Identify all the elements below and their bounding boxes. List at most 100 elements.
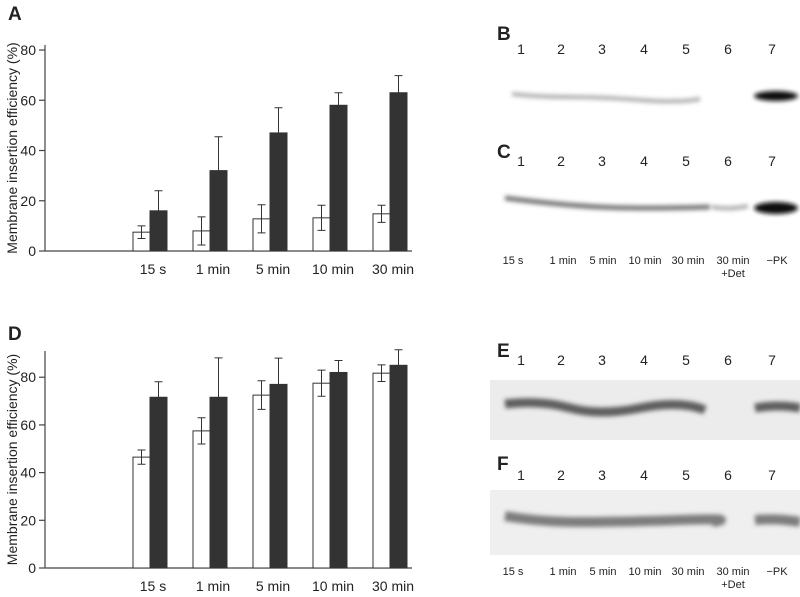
error-bar (137, 449, 146, 465)
lane-caption: 30 min (716, 255, 749, 267)
bar (389, 364, 408, 569)
x-tick-label: 1 min (196, 578, 230, 594)
bar (372, 372, 391, 569)
x-tick-label: 5 min (256, 261, 290, 277)
y-tick-label: 0 (28, 560, 36, 576)
lane-number: 4 (640, 352, 648, 368)
error-bar (197, 417, 206, 445)
lane-caption: −PK (766, 255, 788, 267)
panel-label: A (8, 4, 22, 25)
lane-caption: 15 s (503, 255, 524, 267)
lane-caption: 1 min (550, 255, 577, 267)
panel-label: C (497, 142, 511, 163)
error-bar (274, 357, 283, 411)
bar (269, 383, 288, 569)
lane-number: 5 (682, 352, 690, 368)
x-tick-label: 15 s (140, 261, 166, 277)
y-tick-label: 80 (20, 369, 36, 385)
bar (329, 104, 348, 252)
y-tick-label: 80 (20, 42, 36, 58)
y-tick-label: 20 (20, 512, 36, 528)
panel-label: E (497, 341, 510, 362)
lane-caption: +Det (721, 579, 745, 591)
lane-number: 6 (724, 467, 732, 483)
lane-number: 3 (598, 352, 606, 368)
error-bar (154, 381, 163, 413)
lane-number: 2 (557, 467, 565, 483)
y-tick-label: 60 (20, 417, 36, 433)
lane-number: 2 (557, 352, 565, 368)
error-bar (394, 75, 403, 110)
blot-f-image (490, 490, 800, 555)
panel-label: D (8, 324, 22, 345)
error-bar (197, 216, 206, 246)
panel-label: B (497, 24, 511, 45)
lane-caption: +Det (721, 268, 745, 280)
y-tick-label: 40 (20, 143, 36, 159)
x-tick-label: 30 min (372, 578, 414, 594)
lane-number: 7 (768, 41, 776, 57)
lane-number: 4 (640, 467, 648, 483)
lane-number: 7 (768, 153, 776, 169)
panel-label: F (497, 454, 509, 475)
lane-number: 5 (682, 41, 690, 57)
error-bar (137, 225, 146, 239)
lane-caption: 15 s (503, 566, 524, 578)
lane-number: 1 (517, 467, 525, 483)
x-tick-label: 10 min (312, 261, 354, 277)
lane-number: 6 (724, 41, 732, 57)
error-bar (214, 136, 223, 205)
bar (312, 382, 331, 569)
lane-number: 2 (557, 153, 565, 169)
lane-number: 4 (640, 153, 648, 169)
bar (252, 394, 271, 569)
lane-number: 2 (557, 41, 565, 57)
y-axis-label: Membrane insertion efficiency (%) (4, 42, 20, 253)
blot-c-image (504, 195, 798, 214)
lane-number: 6 (724, 352, 732, 368)
x-tick-label: 30 min (372, 261, 414, 277)
lane-caption: 30 min (671, 566, 704, 578)
x-tick-label: 15 s (140, 578, 166, 594)
bar (149, 396, 168, 569)
y-tick-label: 20 (20, 193, 36, 209)
lane-caption: 30 min (671, 255, 704, 267)
error-bar (334, 360, 343, 385)
error-bar (257, 380, 266, 410)
lane-number: 7 (768, 352, 776, 368)
y-tick-label: 40 (20, 465, 36, 481)
error-bar (154, 190, 163, 231)
lane-number: 1 (517, 41, 525, 57)
lane-caption: 1 min (550, 566, 577, 578)
lane-number: 7 (768, 467, 776, 483)
lane-caption: 10 min (628, 255, 661, 267)
y-tick-label: 0 (28, 243, 36, 259)
lane-caption: 5 min (590, 255, 617, 267)
lane-number: 4 (640, 41, 648, 57)
error-bar (257, 204, 266, 234)
x-tick-label: 1 min (196, 261, 230, 277)
error-bar (317, 369, 326, 397)
bar (132, 456, 151, 569)
y-tick-label: 60 (20, 92, 36, 108)
bar (192, 430, 211, 569)
x-tick-label: 10 min (312, 578, 354, 594)
error-bar (274, 107, 283, 159)
lane-caption: 30 min (716, 566, 749, 578)
lane-number: 1 (517, 153, 525, 169)
lane-caption: 5 min (590, 566, 617, 578)
y-axis-label: Membrane insertion efficiency (%) (4, 354, 20, 565)
lane-number: 6 (724, 153, 732, 169)
lane-number: 5 (682, 153, 690, 169)
lane-number: 5 (682, 467, 690, 483)
error-bar (214, 357, 223, 437)
lane-number: 1 (517, 352, 525, 368)
bar (329, 371, 348, 569)
blot-b-image (511, 91, 798, 104)
bar (389, 92, 408, 252)
lane-caption: −PK (766, 566, 788, 578)
error-bar (334, 92, 343, 118)
error-bar (317, 204, 326, 231)
lane-number: 3 (598, 41, 606, 57)
